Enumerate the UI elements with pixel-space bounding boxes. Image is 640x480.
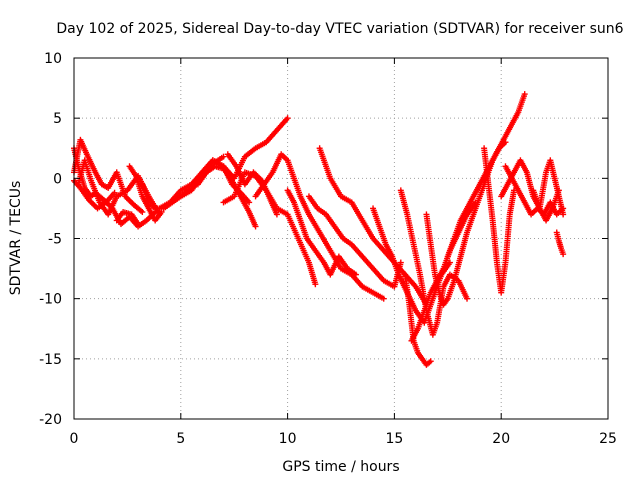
data-point	[560, 251, 567, 258]
x-tick-label: 0	[70, 431, 79, 447]
y-tick-label: 10	[44, 51, 62, 67]
data-point	[273, 211, 280, 218]
data-point	[464, 295, 471, 302]
y-tick-label: 5	[53, 111, 62, 127]
x-tick-label: 25	[599, 431, 617, 447]
data-point	[284, 115, 291, 122]
data-point	[246, 199, 253, 206]
x-axis-label: GPS time / hours	[282, 459, 399, 475]
data-points	[71, 91, 567, 368]
data-point	[560, 211, 567, 218]
axis-ticks: 0 5 10 15 20 25 -20 -15 -10 -5 0 5 10	[39, 51, 617, 447]
data-point	[252, 223, 259, 230]
data-point	[521, 91, 528, 98]
data-point	[135, 221, 142, 228]
x-tick-label: 15	[385, 431, 403, 447]
y-tick-label: -20	[39, 412, 62, 428]
data-point	[352, 271, 359, 278]
data-point	[220, 153, 227, 160]
x-tick-label: 20	[492, 431, 510, 447]
x-tick-label: 10	[279, 431, 297, 447]
data-point	[139, 209, 146, 216]
y-axis-label: SDTVAR / TECUs	[8, 181, 24, 296]
data-point	[380, 295, 387, 302]
data-point	[427, 358, 434, 365]
data-point	[312, 281, 319, 288]
y-tick-label: -15	[39, 352, 62, 368]
data-point	[111, 189, 118, 196]
y-tick-label: -5	[48, 232, 62, 248]
y-tick-label: -10	[39, 292, 62, 308]
chart-title: Day 102 of 2025, Sidereal Day-to-day VTE…	[56, 21, 623, 37]
y-tick-label: 0	[53, 171, 62, 187]
x-tick-label: 5	[176, 431, 185, 447]
data-point	[397, 259, 404, 266]
